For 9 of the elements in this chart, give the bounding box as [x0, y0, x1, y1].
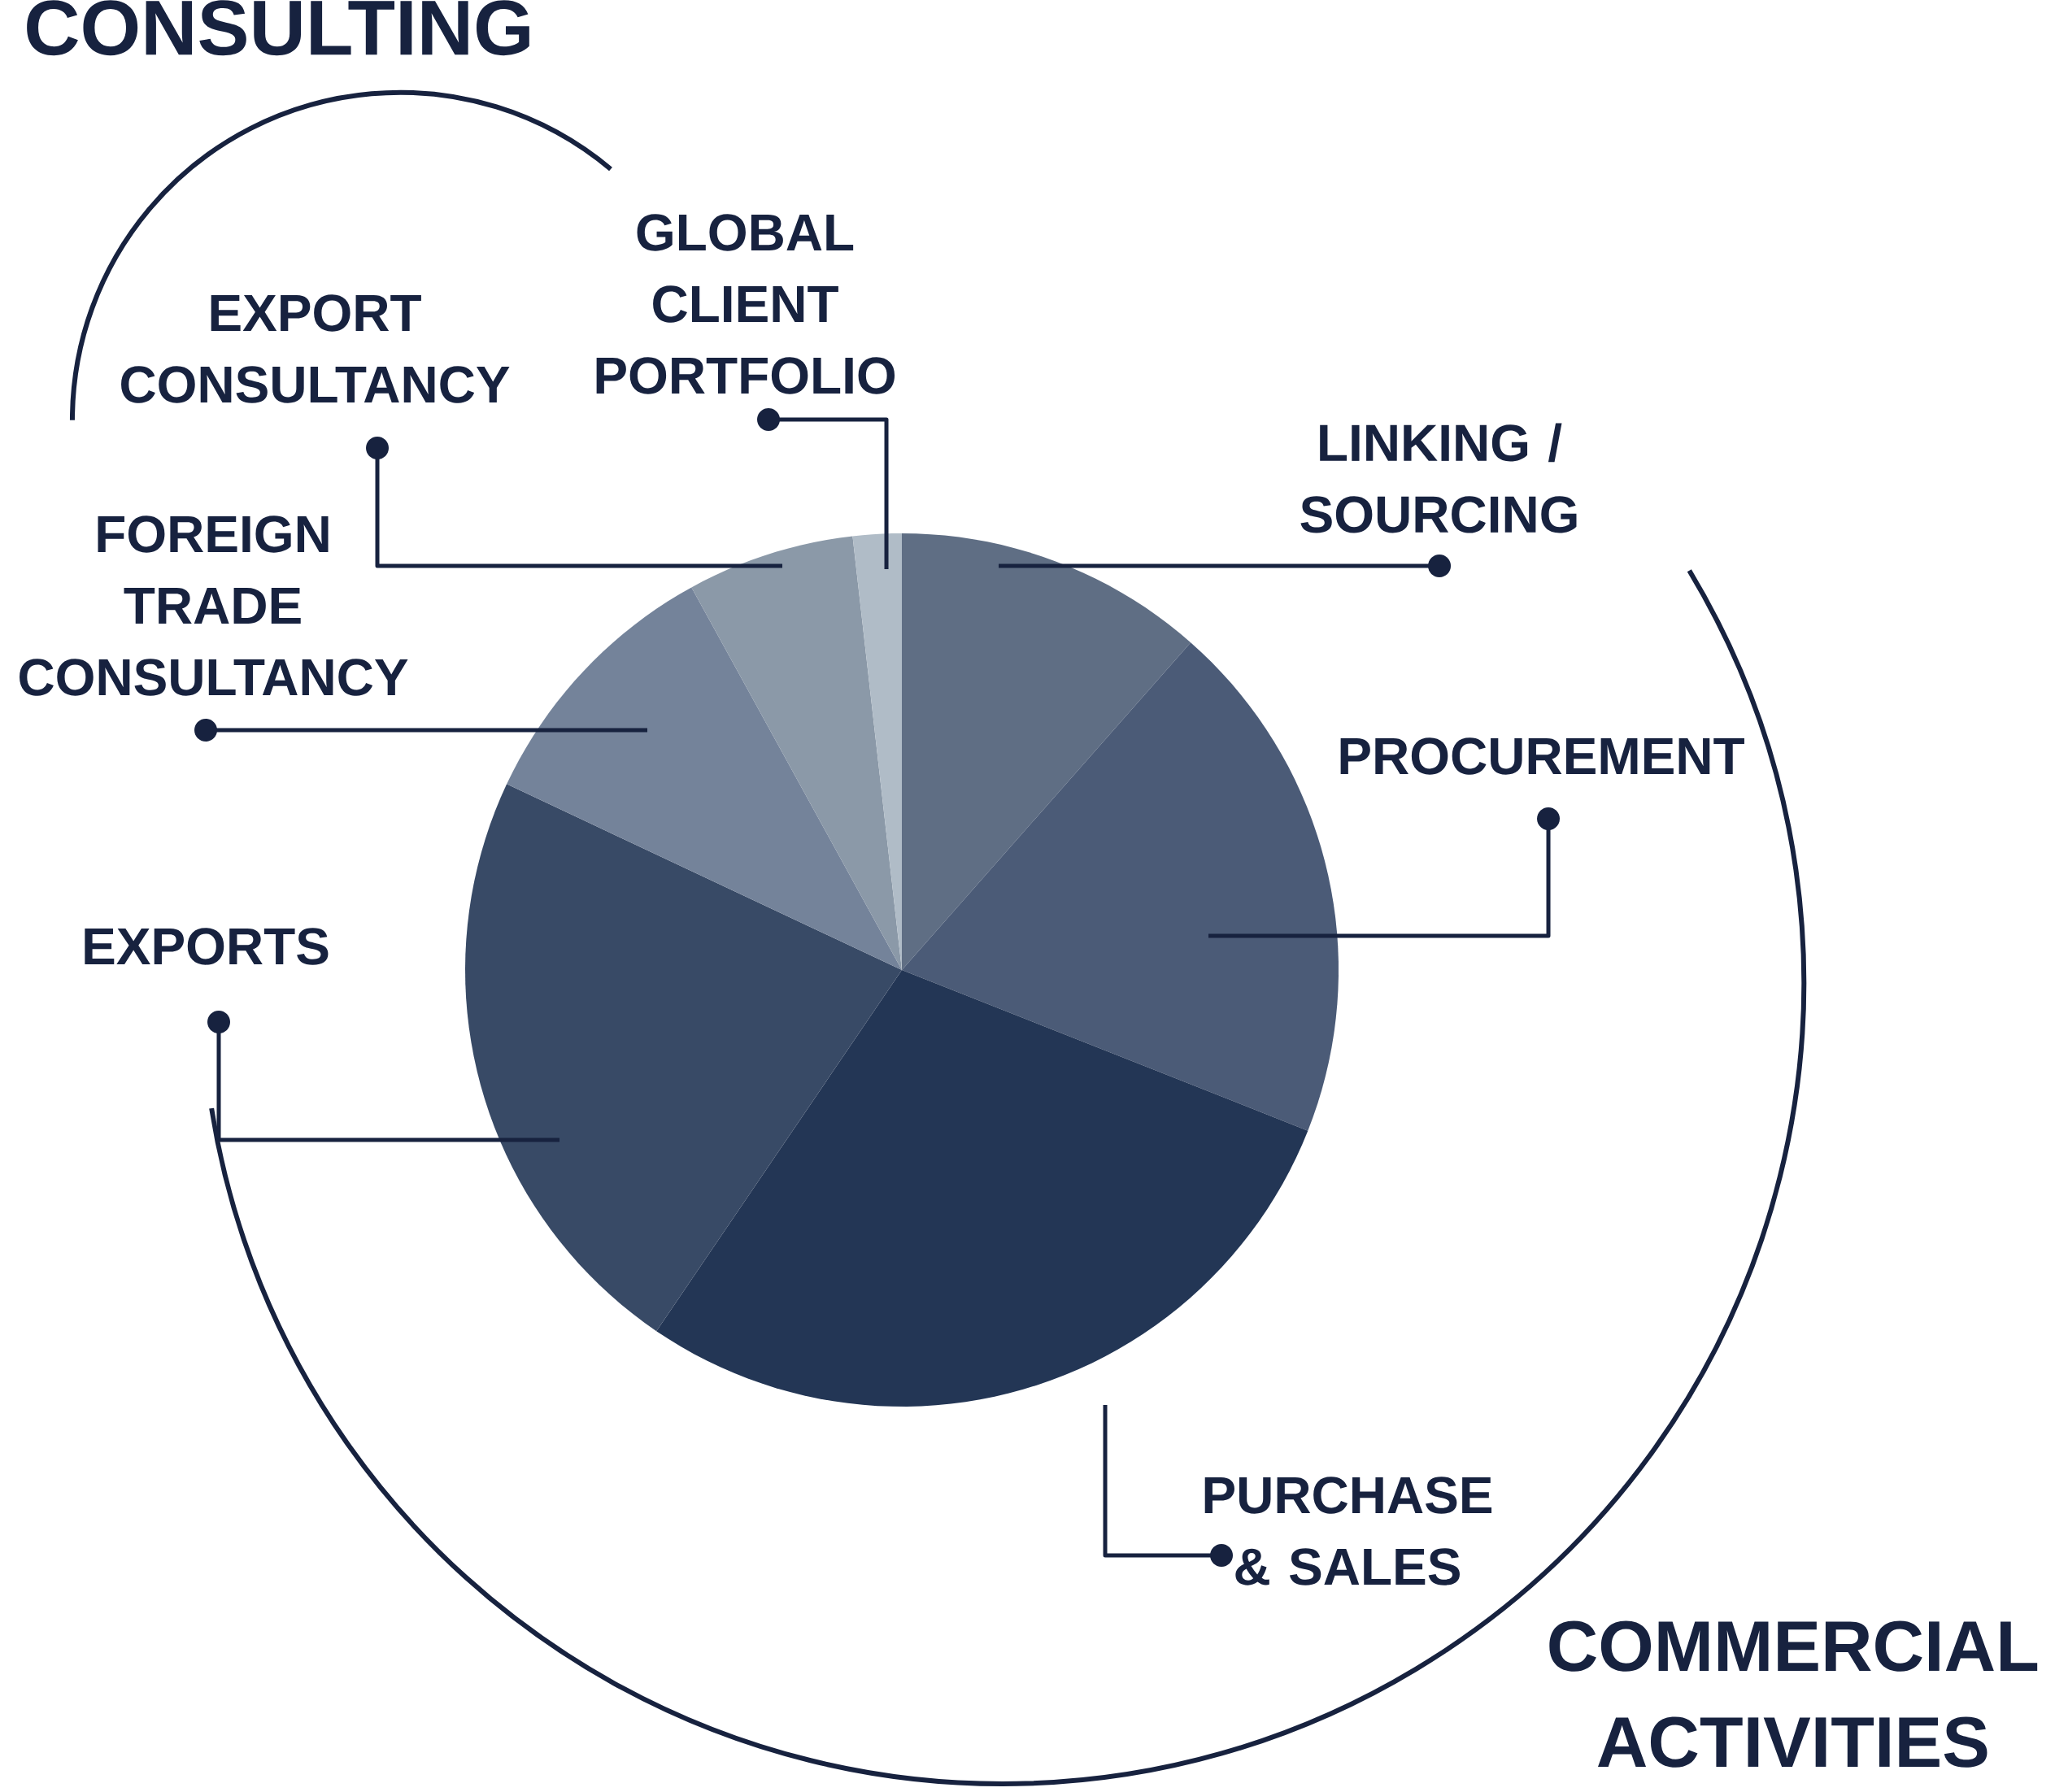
- text: COMMERCIAL ACTIVITIES: [1549, 1620, 2038, 1768]
- slice-label: EXPORT CONSULTANCY: [121, 294, 510, 403]
- slice-label: LINKING / SOURCING: [1300, 423, 1577, 533]
- slice-label: GLOBAL CLIENT PORTFOLIO: [596, 214, 895, 394]
- slice-label: PURCHASE & SALES: [1204, 1477, 1492, 1585]
- text: CONSULTING: [27, 0, 529, 56]
- slice-label: PROCUREMENT: [1340, 737, 1744, 775]
- slice-label: EXPORTS: [85, 928, 329, 965]
- slice-label: FOREIGN TRADE CONSULTANCY: [20, 515, 408, 696]
